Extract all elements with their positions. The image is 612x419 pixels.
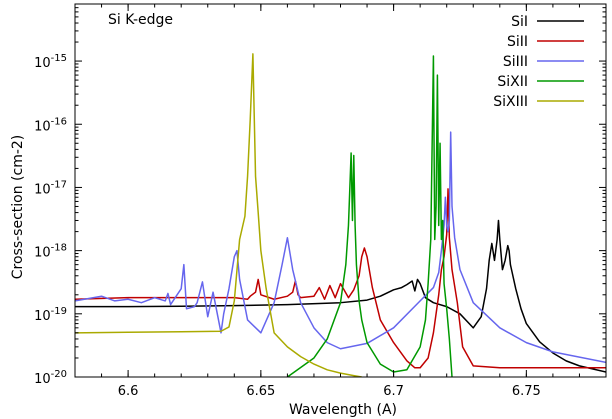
x-tick-label: 6.75 bbox=[512, 384, 541, 399]
series-line-sixii bbox=[286, 55, 453, 377]
series-line-sixiii bbox=[75, 53, 362, 377]
x-tick-label: 6.7 bbox=[383, 384, 404, 399]
x-axis-label: Wavelength (A) bbox=[289, 402, 397, 418]
series-layer bbox=[75, 53, 606, 377]
edge-annotation: Si K-edge bbox=[108, 12, 173, 28]
legend-label-sixii: SiXII bbox=[497, 74, 528, 90]
y-tick-label: 10-18 bbox=[34, 243, 67, 261]
legend-label-sii: SiI bbox=[511, 14, 528, 30]
legend-label-siii: SiII bbox=[507, 34, 528, 50]
y-tick-label: 10-20 bbox=[34, 369, 67, 387]
y-tick-label: 10-15 bbox=[34, 53, 67, 71]
x-tick-label: 6.6 bbox=[118, 384, 139, 399]
y-tick-label: 10-16 bbox=[34, 116, 67, 134]
series-line-siiii bbox=[75, 131, 606, 364]
legend-label-siiii: SiIII bbox=[503, 54, 528, 70]
series-line-sii bbox=[75, 219, 606, 373]
series-line-siii bbox=[75, 188, 606, 369]
legend-label-sixiii: SiXIII bbox=[493, 94, 528, 110]
tick-layer: 6.6 6.65 6.7 6.75 10-20 10-19 10-18 10-17 10-16 1… bbox=[34, 3, 607, 399]
x-tick-label: 6.65 bbox=[246, 384, 275, 399]
y-axis-label: Cross-section (cm-2) bbox=[10, 135, 26, 280]
y-tick-label: 10-19 bbox=[34, 306, 67, 324]
y-tick-label: 10-17 bbox=[34, 179, 67, 197]
legend: SiI SiII SiIII SiXII SiXIII bbox=[493, 14, 584, 110]
